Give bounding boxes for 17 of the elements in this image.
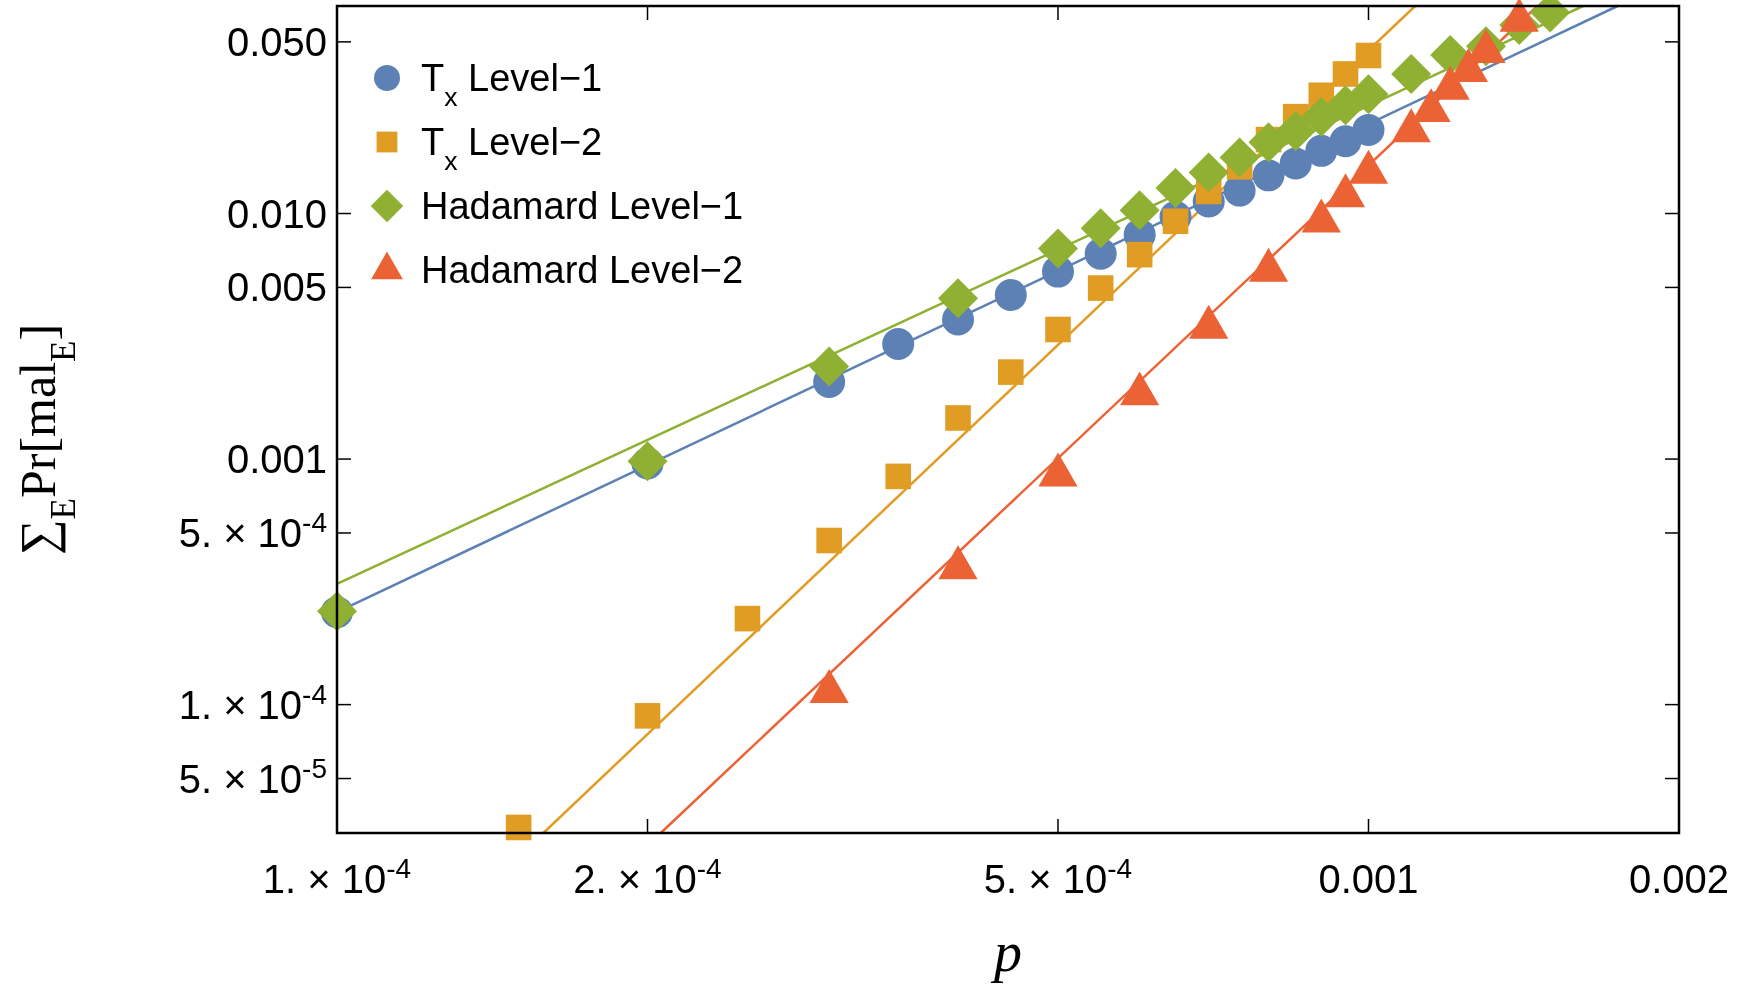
y-tick-label: 5. × 10$^{-4}$ <box>178 506 327 555</box>
y-tick-label: 0.050 <box>226 19 327 64</box>
legend-label: T$_{x}$ Level−2 <box>421 121 603 177</box>
x-axis-title: p <box>990 921 1022 983</box>
legend-label: Hadamard Level−2 <box>421 249 744 292</box>
x-tick-label: 5. × 10$^{-4}$ <box>983 852 1133 901</box>
y-tick-label: 5. × 10$^{-5}$ <box>178 752 327 801</box>
x-tick-label: 0.001 <box>1318 857 1419 901</box>
legend-label: Hadamard Level−1 <box>421 185 744 228</box>
x-tick-label: 1. × 10$^{-4}$ <box>262 852 412 901</box>
x-tick-label: 0.002 <box>1628 857 1730 901</box>
x-tick-label: 2. × 10$^{-4}$ <box>573 852 722 901</box>
y-tick-label: 0.001 <box>226 437 327 482</box>
y-tick-label: 0.010 <box>226 191 327 236</box>
legend-label: T$_{x}$ Level−1 <box>421 57 603 113</box>
y-tick-label: 1. × 10$^{-4}$ <box>178 678 327 727</box>
y-tick-label: 0.005 <box>226 265 327 310</box>
